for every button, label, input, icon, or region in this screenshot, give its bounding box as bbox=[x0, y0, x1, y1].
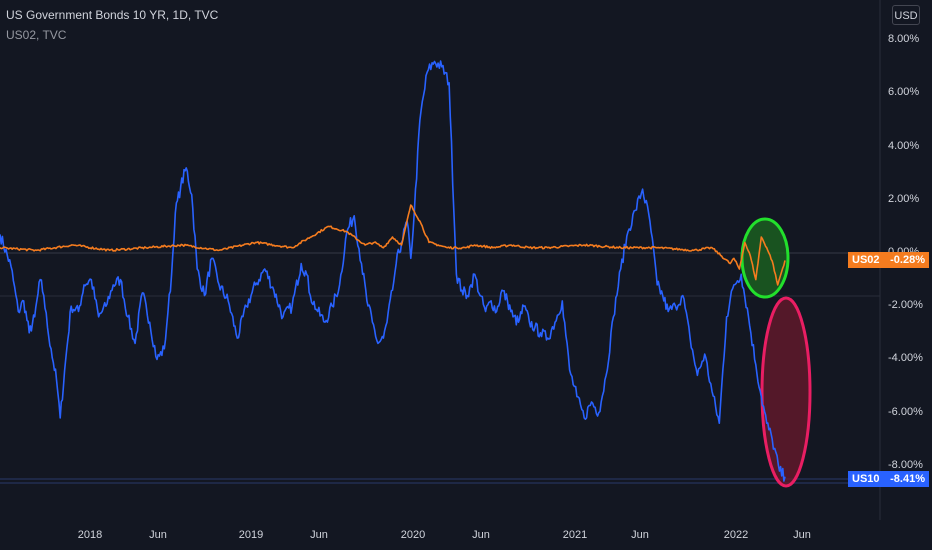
y-tick-label: -8.00% bbox=[888, 458, 923, 471]
x-tick-label: 2022 bbox=[723, 529, 749, 541]
x-tick-label: 2020 bbox=[400, 529, 426, 541]
main-series-title: US Government Bonds 10 YR, 1D, TVC bbox=[6, 8, 219, 22]
x-tick-label: Jun bbox=[793, 529, 811, 541]
us10-tag-name: US10 bbox=[848, 471, 884, 487]
us02-tag-value: -0.28% bbox=[881, 252, 929, 268]
y-tick-label: 2.00% bbox=[888, 192, 920, 205]
us10-tag-value: -8.41% bbox=[881, 471, 929, 487]
y-tick-label: 4.00% bbox=[888, 139, 920, 152]
x-tick-label: Jun bbox=[631, 529, 649, 541]
series-line-us10 bbox=[0, 60, 786, 482]
us02-tag-name: US02 bbox=[848, 252, 884, 268]
green-highlight-ellipse bbox=[740, 217, 790, 299]
x-tick-label: Jun bbox=[149, 529, 167, 541]
x-tick-label: Jun bbox=[310, 529, 328, 541]
y-tick-label: -2.00% bbox=[888, 299, 923, 312]
pink-highlight-ellipse bbox=[760, 296, 812, 488]
compare-series-title: US02, TVC bbox=[6, 28, 67, 42]
y-tick-label: 6.00% bbox=[888, 86, 920, 99]
currency-button[interactable]: USD bbox=[892, 5, 920, 25]
x-tick-label: 2021 bbox=[562, 529, 588, 541]
x-tick-label: 2019 bbox=[238, 529, 264, 541]
y-tick-label: -6.00% bbox=[888, 405, 923, 418]
x-tick-label: 2018 bbox=[77, 529, 103, 541]
series-line-us02 bbox=[0, 204, 786, 286]
chart-legend: US Government Bonds 10 YR, 1D, TVC US02,… bbox=[6, 8, 218, 43]
y-tick-label: 8.00% bbox=[888, 33, 920, 46]
y-tick-label: -4.00% bbox=[888, 352, 923, 365]
x-tick-label: Jun bbox=[472, 529, 490, 541]
